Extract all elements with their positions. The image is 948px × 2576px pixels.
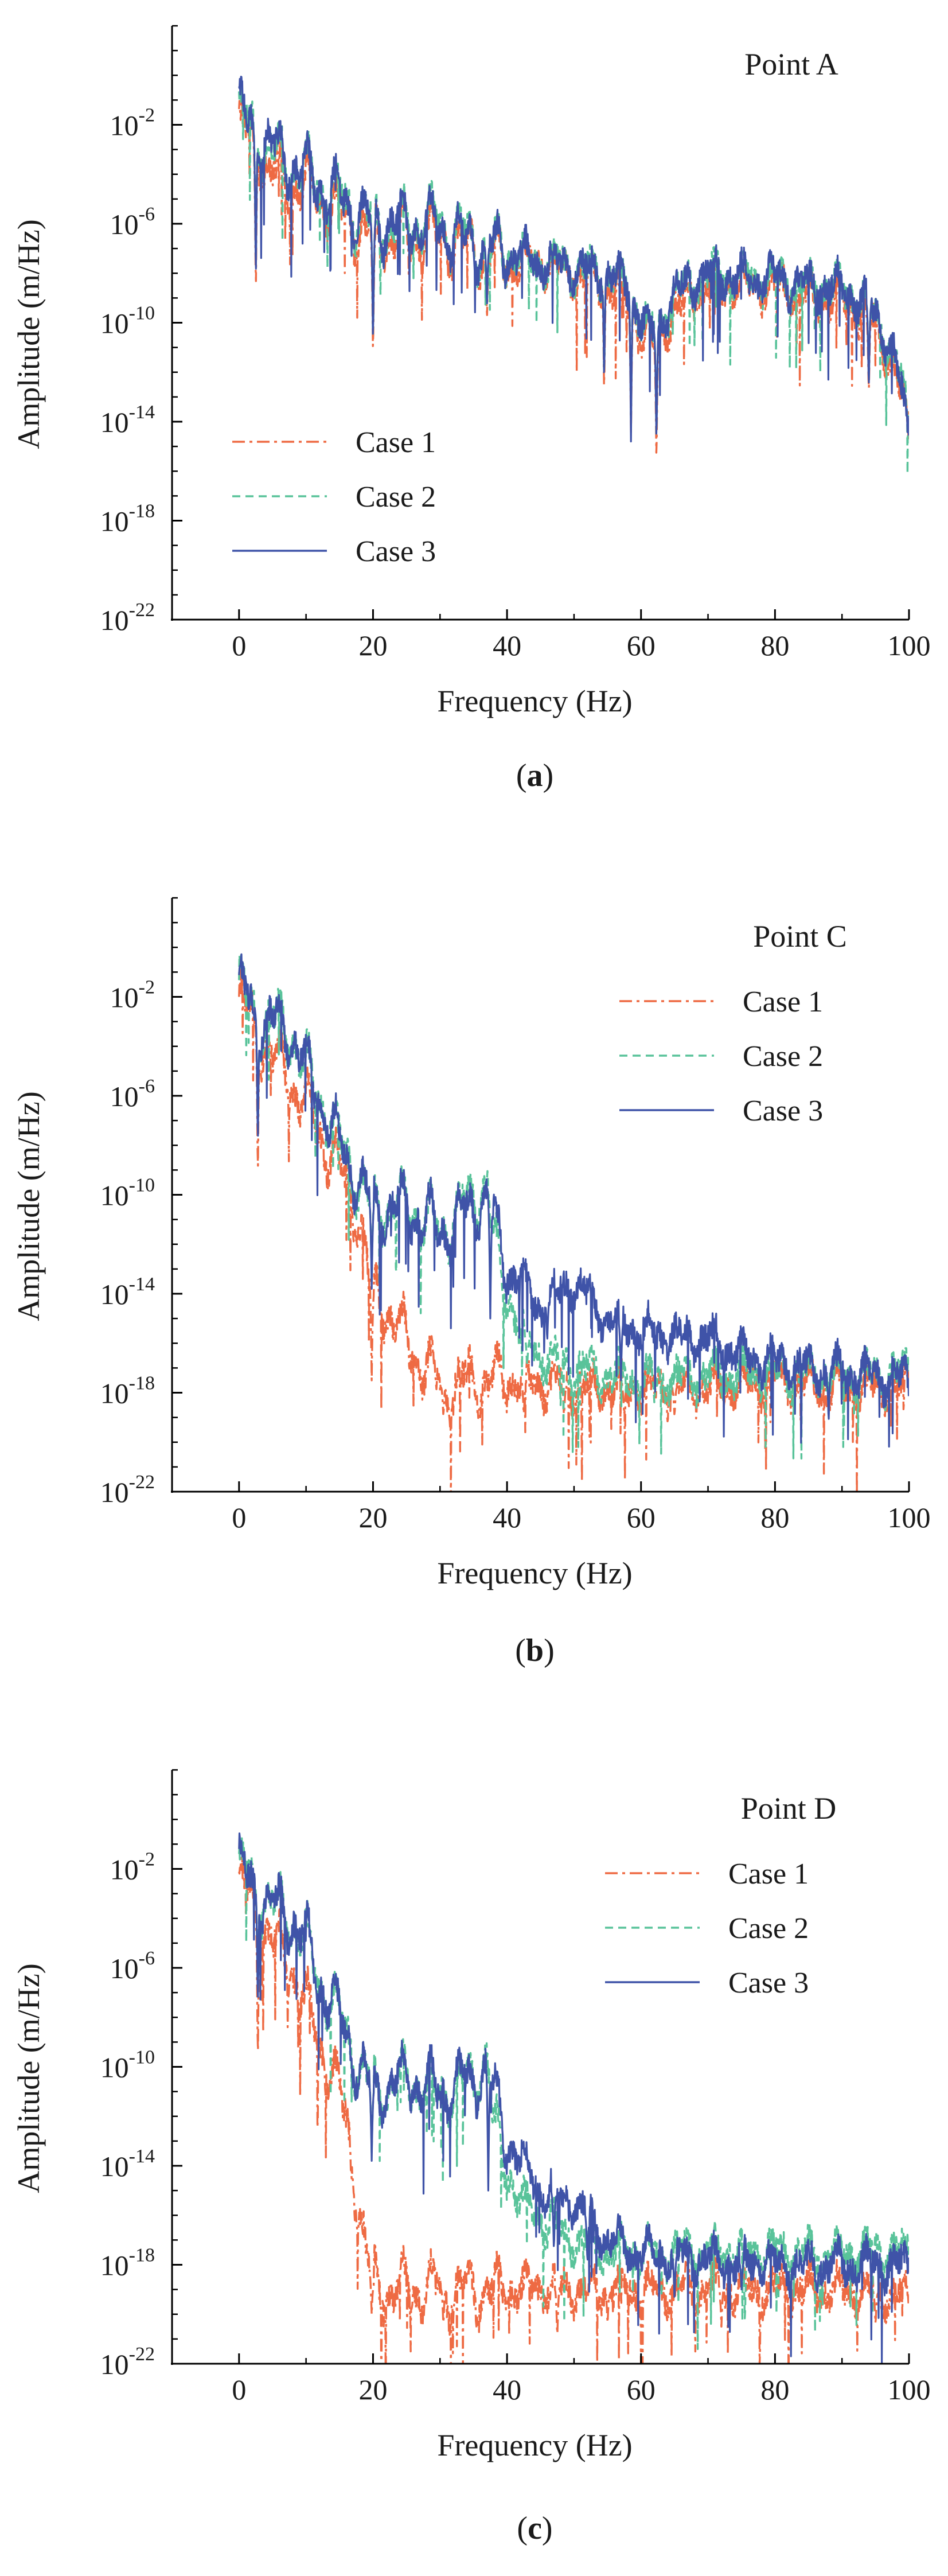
legend-label-case-3: Case 3 <box>743 1095 823 1127</box>
chart-panel-a: 0 20 40 60 80 100 10-22 10-18 10-14 10-10 10-6 10-2… <box>11 25 931 793</box>
y-tick-label: 10-18 <box>100 1373 155 1410</box>
legend-label-case-1: Case 1 <box>743 986 823 1018</box>
x-tick-label-0: 0 <box>232 1501 246 1534</box>
y-tick-label: 10-10 <box>100 2047 155 2084</box>
y-tick-label: 10-2 <box>110 1849 155 1886</box>
legend: Case 1 Case 2 Case 3 <box>605 1858 809 1999</box>
series-line-case-1 <box>238 1857 909 2364</box>
x-tick-label-100: 100 <box>888 629 931 661</box>
x-tick-label-20: 20 <box>358 2373 387 2406</box>
legend-label-case-1: Case 1 <box>728 1858 809 1890</box>
y-tick-label: 10-14 <box>100 402 155 438</box>
y-tick-label: 10-18 <box>100 2245 155 2282</box>
x-tick-label-80: 80 <box>760 2373 789 2406</box>
x-tick-label-20: 20 <box>358 1501 387 1534</box>
panel-label: (c) <box>517 2511 552 2546</box>
y-axis-label: Amplitude (m/Hz) <box>11 1091 46 1321</box>
y-tick-label: 10-10 <box>100 303 155 340</box>
legend-label-case-3: Case 3 <box>728 1967 809 1999</box>
x-tick-label-100: 100 <box>888 2373 931 2406</box>
chart-panel-b: 0 20 40 60 80 100 10-22 10-18 10-14 10-10 10-6 10-2… <box>11 897 931 1668</box>
legend: Case 1 Case 2 Case 3 <box>232 426 436 568</box>
legend-label-case-3: Case 3 <box>356 535 436 568</box>
y-tick-label: 10-2 <box>110 105 155 142</box>
x-tick-label-20: 20 <box>358 629 387 661</box>
y-tick-label: 10-2 <box>110 977 155 1014</box>
chart-title: Point C <box>753 919 847 954</box>
legend-label-case-1: Case 1 <box>356 426 436 459</box>
y-tick-label: 10-22 <box>100 1472 155 1508</box>
series-line-case-3 <box>238 953 909 1448</box>
legend: Case 1 Case 2 Case 3 <box>619 986 823 1127</box>
panel-c: 0 20 40 60 80 100 10-22 10-18 10-14 10-10 10-6 10-2… <box>0 1744 948 2576</box>
x-tick-label-80: 80 <box>760 1501 789 1534</box>
y-tick-label: 10-14 <box>100 1274 155 1310</box>
x-tick-label-0: 0 <box>232 629 246 661</box>
x-tick-label-100: 100 <box>888 1501 931 1534</box>
y-tick-label: 10-22 <box>100 600 155 636</box>
panel-label: (b) <box>515 1633 554 1668</box>
chart-panel-c: 0 20 40 60 80 100 10-22 10-18 10-14 10-10 10-6 10-2… <box>11 1769 931 2546</box>
y-axis-label: Amplitude (m/Hz) <box>11 219 46 449</box>
panel-label: (a) <box>516 758 553 793</box>
y-tick-label: 10-6 <box>110 1076 155 1112</box>
series-line-case-2 <box>238 954 909 1460</box>
legend-label-case-2: Case 2 <box>743 1040 823 1073</box>
y-tick-label: 10-6 <box>110 204 155 240</box>
y-axis-label: Amplitude (m/Hz) <box>11 1963 46 2193</box>
x-axis-label: Frequency (Hz) <box>437 684 632 718</box>
x-tick-label-80: 80 <box>760 629 789 661</box>
chart-title: Point D <box>741 1791 837 1826</box>
x-tick-label-40: 40 <box>493 2373 521 2406</box>
legend-label-case-2: Case 2 <box>356 481 436 513</box>
x-tick-label-40: 40 <box>493 629 521 661</box>
y-tick-label: 10-22 <box>100 2344 155 2380</box>
chart-title: Point A <box>744 47 838 81</box>
series-group <box>238 953 909 1492</box>
y-tick-label: 10-6 <box>110 1948 155 1984</box>
x-tick-label-60: 60 <box>627 2373 656 2406</box>
legend-label-case-2: Case 2 <box>728 1912 809 1945</box>
y-tick-label: 10-18 <box>100 501 155 538</box>
x-tick-label-60: 60 <box>627 629 656 661</box>
x-axis-label: Frequency (Hz) <box>437 1556 632 1590</box>
series-line-case-3 <box>238 1832 909 2364</box>
panel-b: 0 20 40 60 80 100 10-22 10-18 10-14 10-10 10-6 10-2… <box>0 872 948 1698</box>
series-line-case-3 <box>238 76 909 443</box>
panel-a: 0 20 40 60 80 100 10-22 10-18 10-14 10-10 10-6 10-2… <box>0 0 948 823</box>
y-tick-label: 10-10 <box>100 1175 155 1212</box>
y-tick-label: 10-14 <box>100 2146 155 2182</box>
x-tick-label-0: 0 <box>232 2373 246 2406</box>
x-tick-label-60: 60 <box>627 1501 656 1534</box>
series-group <box>238 1832 909 2364</box>
x-axis-label: Frequency (Hz) <box>437 2428 632 2462</box>
series-group <box>238 76 909 474</box>
x-tick-label-40: 40 <box>493 1501 521 1534</box>
